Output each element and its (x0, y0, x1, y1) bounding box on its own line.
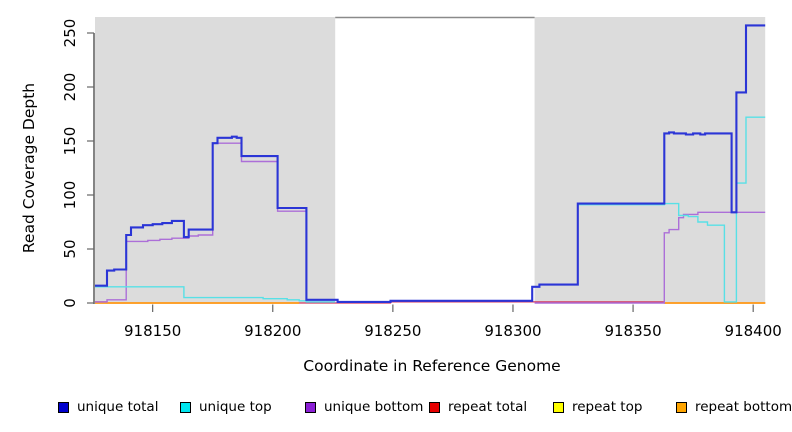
series-line-unique-bottom (534, 211, 766, 304)
y-tick-label: 100 (61, 181, 79, 210)
x-tick-label: 918250 (364, 322, 421, 340)
x-tick-label: 918200 (244, 322, 301, 340)
chart-svg: 0 50 100 150 200 250 918150 918200 918250 918300 9… (61, 16, 782, 340)
series-line-unique-top (577, 116, 766, 303)
legend-item-repeat-top: repeat top (553, 400, 642, 414)
legend-item-repeat-total: repeat total (429, 400, 527, 414)
y-tick-label: 0 (61, 298, 79, 308)
legend-swatch-repeat-bottom (676, 401, 687, 413)
series-line-unique-total (95, 24, 766, 303)
y-tick-label: 200 (61, 73, 79, 102)
series-line-unique-top (95, 286, 336, 303)
legend-item-unique-bottom: unique bottom (305, 400, 423, 414)
x-tick-label: 918400 (725, 322, 782, 340)
x-tick-label: 918150 (124, 322, 181, 340)
legend-label-unique-total: unique total (77, 399, 159, 415)
legend-swatch-repeat-total (429, 401, 440, 413)
background-region-covered-left (95, 17, 336, 303)
legend-label-repeat-top: repeat top (572, 399, 643, 415)
x-tick-label: 918350 (604, 322, 661, 340)
y-tick-label: 250 (61, 19, 79, 48)
legend-label-unique-bottom: unique bottom (324, 399, 424, 415)
legend-item-unique-top: unique top (180, 400, 272, 414)
legend-swatch-unique-bottom (305, 401, 316, 413)
legend-item-repeat-bottom: repeat bottom (676, 400, 792, 414)
legend-swatch-unique-top (180, 401, 191, 413)
y-axis-title: Read Coverage Depth (20, 82, 38, 254)
legend-label-repeat-total: repeat total (448, 399, 528, 415)
legend-label-unique-top: unique top (199, 399, 272, 415)
background-region-covered-right (534, 17, 766, 303)
legend-swatch-repeat-top (553, 401, 564, 413)
x-tick-label: 918300 (484, 322, 541, 340)
y-tick-label: 150 (61, 127, 79, 156)
legend-label-repeat-bottom: repeat bottom (695, 399, 792, 415)
legend-item-unique-total: unique total (58, 400, 158, 414)
y-tick-label: 50 (61, 239, 79, 258)
x-axis-title: Coordinate in Reference Genome (303, 357, 561, 375)
legend-swatch-unique-total (58, 401, 69, 413)
